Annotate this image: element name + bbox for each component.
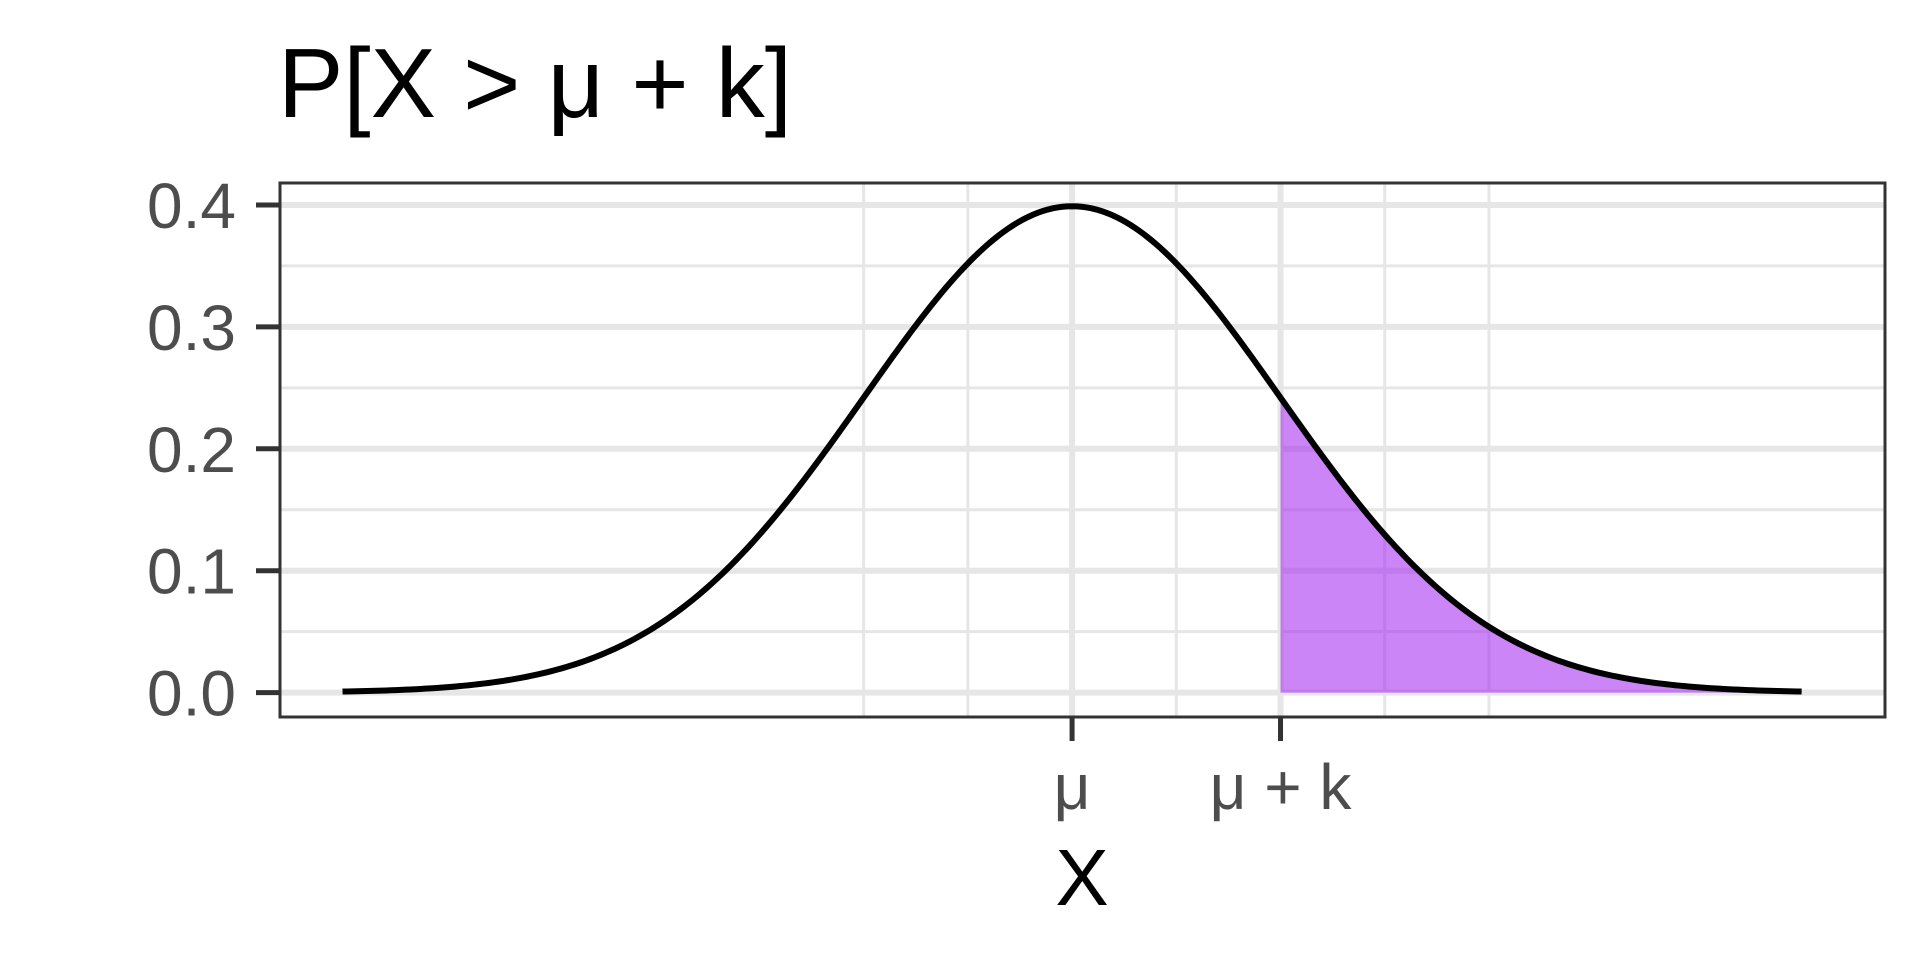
x-axis: μ μ + k <box>1054 717 1353 823</box>
x-tick-label: μ + k <box>1210 751 1353 823</box>
shaded-tail-area <box>1280 397 1802 693</box>
y-tick-label: 0.2 <box>147 414 236 486</box>
x-tick-label: μ <box>1054 751 1091 823</box>
grid <box>280 183 1885 717</box>
density-curve <box>342 203 1802 695</box>
y-tick-label: 0.3 <box>147 292 236 364</box>
y-tick-label: 0.1 <box>147 536 236 608</box>
x-axis-title: X <box>1055 833 1108 922</box>
chart-title: P[X > μ + k] <box>278 28 792 138</box>
y-tick-label: 0.4 <box>147 170 236 242</box>
y-tick-label: 0.0 <box>147 658 236 730</box>
y-axis: 0.0 0.1 0.2 0.3 0.4 <box>147 170 280 730</box>
